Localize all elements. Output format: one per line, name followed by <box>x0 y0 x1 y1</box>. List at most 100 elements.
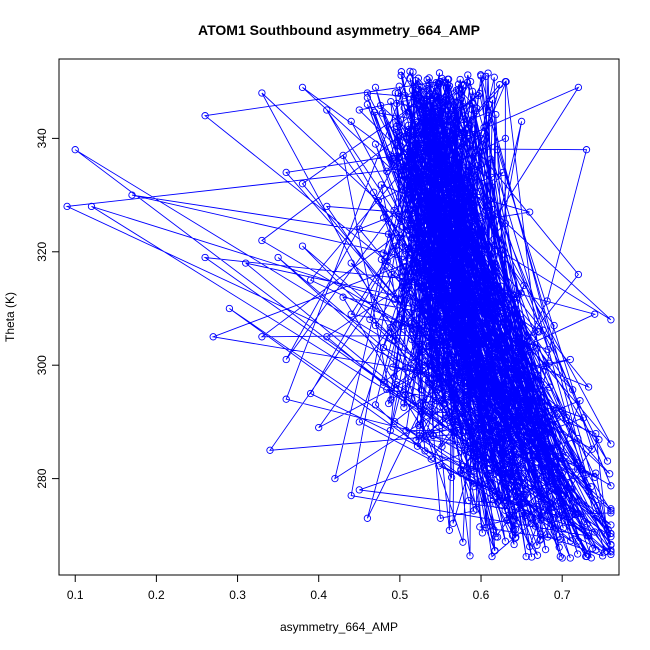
data-point <box>431 105 439 113</box>
data-point <box>607 316 615 324</box>
data-point <box>492 461 500 469</box>
data-point <box>371 321 380 330</box>
data-point <box>421 104 430 112</box>
data-point <box>533 466 542 474</box>
data-point <box>429 146 438 154</box>
data-point <box>421 447 429 455</box>
data-point <box>536 425 544 433</box>
data-point <box>561 502 569 511</box>
data-point <box>508 505 516 514</box>
data-point <box>475 425 483 433</box>
data-point <box>431 274 439 282</box>
data-point <box>258 89 266 97</box>
data-point <box>489 324 497 333</box>
data-point <box>567 537 575 545</box>
data-point <box>583 520 591 528</box>
data-point <box>493 420 501 429</box>
data-point <box>536 536 544 544</box>
data-point <box>577 465 585 473</box>
data-point <box>445 526 454 534</box>
data-point <box>440 320 448 329</box>
x-tick-label: 0.3 <box>229 588 246 602</box>
data-point <box>477 299 485 307</box>
data-point <box>376 101 385 110</box>
data-point <box>410 121 418 129</box>
data-point <box>607 482 615 490</box>
data-point <box>405 181 413 189</box>
data-point <box>447 284 455 292</box>
data-point <box>408 249 416 257</box>
data-point <box>550 480 558 488</box>
data-point <box>526 372 534 381</box>
data-point <box>401 210 410 219</box>
data-point <box>282 395 290 403</box>
data-point <box>470 467 478 475</box>
data-point <box>563 518 572 526</box>
data-point <box>416 399 424 407</box>
data-point <box>436 361 445 369</box>
data-point <box>379 343 388 352</box>
data-point <box>408 234 416 242</box>
data-point <box>397 142 405 151</box>
plot-area <box>63 67 615 562</box>
data-point <box>451 291 459 299</box>
data-point <box>402 247 410 255</box>
data-point <box>500 408 509 416</box>
data-point <box>585 487 593 496</box>
data-point <box>553 481 561 489</box>
data-point <box>463 444 472 453</box>
data-point <box>274 253 282 262</box>
data-point <box>363 514 372 522</box>
data-point <box>435 69 444 77</box>
data-point <box>491 386 500 395</box>
data-point <box>467 199 475 207</box>
data-point <box>71 146 79 154</box>
data-point <box>429 100 437 108</box>
data-point <box>604 525 612 534</box>
data-point <box>584 383 593 391</box>
data-point <box>574 434 582 443</box>
data-point <box>591 473 599 481</box>
data-point <box>242 259 250 267</box>
data-point <box>487 341 495 350</box>
data-point <box>504 315 512 324</box>
data-point <box>422 136 431 145</box>
data-point <box>445 118 453 126</box>
data-point <box>514 483 522 492</box>
data-point <box>412 274 420 282</box>
data-point <box>418 367 427 375</box>
data-point <box>463 226 472 234</box>
data-point <box>468 116 476 124</box>
data-point <box>306 276 315 284</box>
data-point <box>417 149 425 157</box>
data-point <box>455 158 463 166</box>
data-point <box>445 82 454 90</box>
data-point <box>390 373 398 381</box>
data-point <box>425 251 434 259</box>
data-point <box>386 426 394 435</box>
data-point <box>550 321 558 330</box>
data-point <box>435 462 443 470</box>
data-point <box>445 151 453 159</box>
data-point <box>543 297 551 305</box>
data-point <box>607 550 615 559</box>
data-point <box>390 206 398 215</box>
y-axis-label: Theta (K) <box>3 292 17 342</box>
data-point <box>462 126 470 134</box>
data-point <box>588 544 597 553</box>
data-point <box>396 316 404 324</box>
data-point <box>475 187 484 196</box>
data-point <box>436 514 445 522</box>
data-point <box>258 333 266 341</box>
data-point <box>488 552 496 561</box>
data-point <box>411 91 419 99</box>
data-point <box>128 191 136 199</box>
data-point <box>445 340 453 348</box>
data-point <box>495 379 503 387</box>
data-point <box>509 293 518 301</box>
data-point <box>554 410 563 418</box>
data-point <box>537 464 546 472</box>
data-point <box>545 359 553 367</box>
data-point <box>501 403 509 411</box>
data-point <box>537 455 545 464</box>
